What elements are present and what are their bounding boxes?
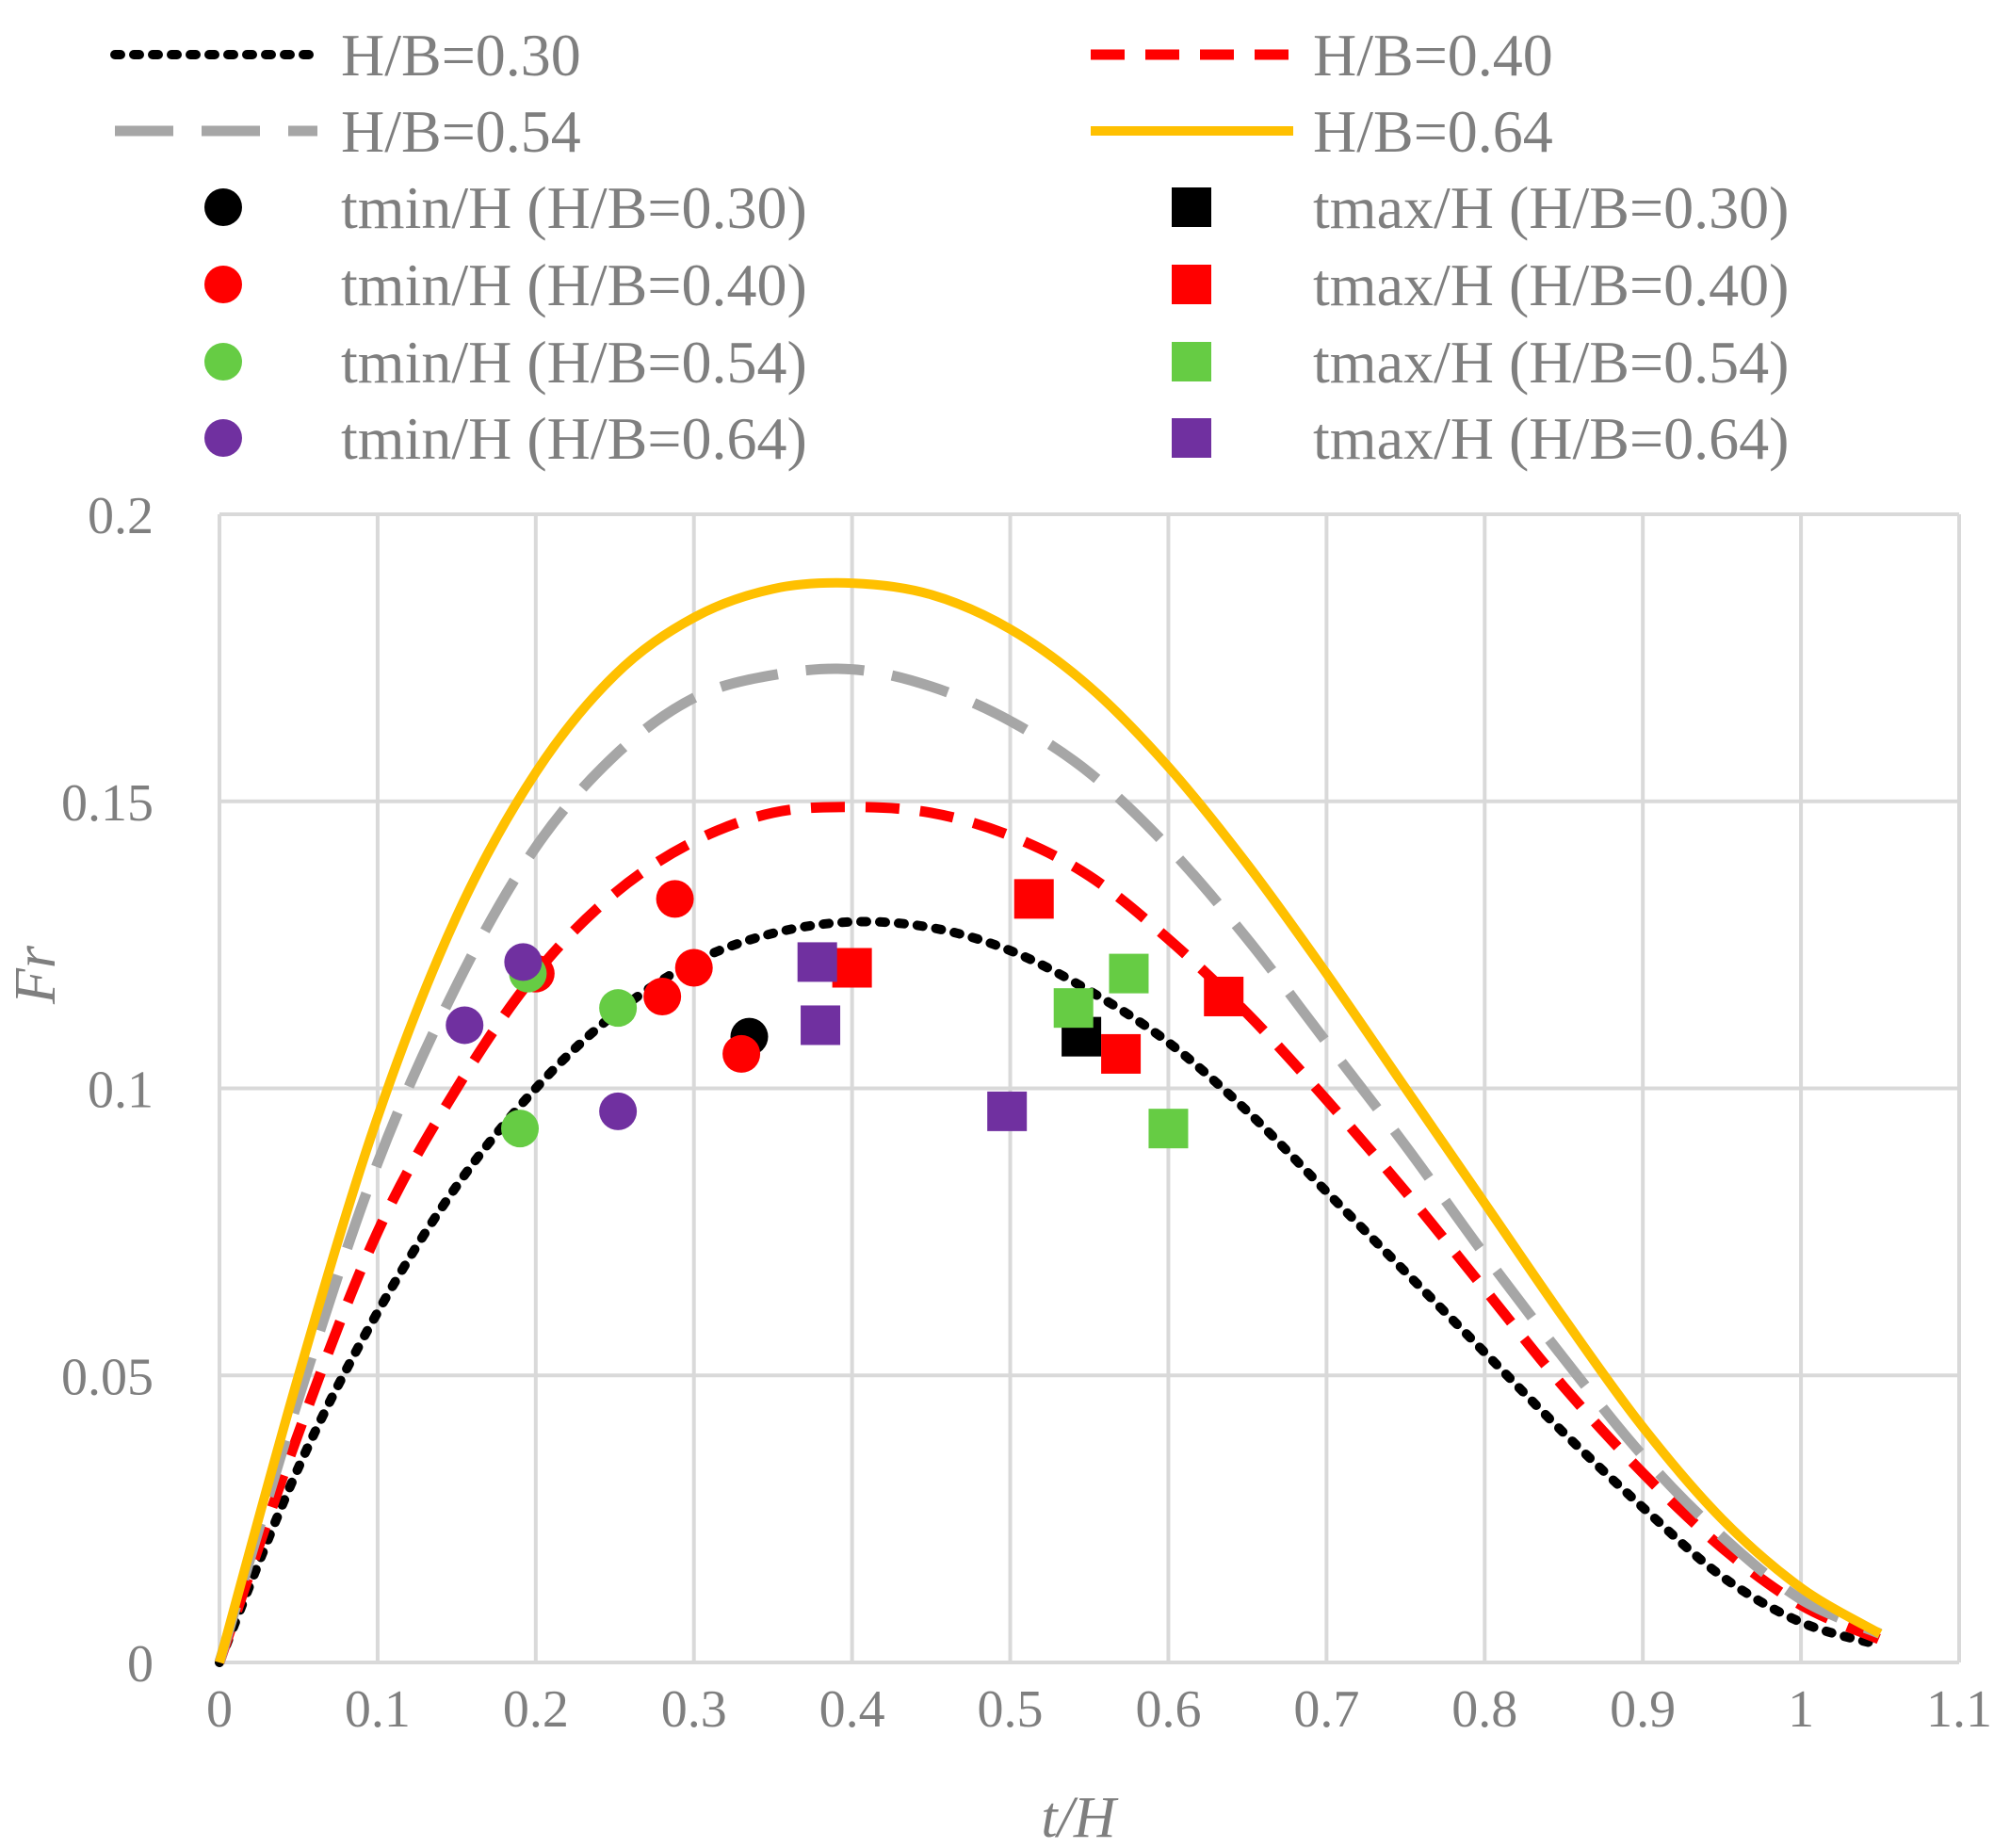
legend-label: H/B=0.54: [341, 98, 581, 165]
legend-label: tmax/H (H/B=0.64): [1313, 405, 1789, 472]
y-tick-labels: 0 0.05 0.1 0.15 0.2: [61, 487, 154, 1694]
y-axis-title: Fr: [4, 945, 68, 1005]
marker-tmin-point: [504, 943, 543, 981]
legend-circle-swatch: [204, 343, 242, 381]
x-axis-title: t/H: [1041, 1786, 1118, 1848]
marker-tmax-point: [832, 948, 872, 988]
legend-circle-swatch: [204, 188, 242, 226]
legend-square-swatch: [1172, 187, 1211, 227]
marker-tmin-point: [599, 1092, 638, 1130]
marker-tmax-point: [1013, 879, 1054, 919]
marker-tmax-point: [1148, 1109, 1189, 1149]
x-tick-label: 0.8: [1451, 1680, 1517, 1739]
legend-circle-swatch: [204, 419, 242, 457]
y-tick-label: 0.2: [88, 487, 154, 545]
x-tick-label: 0: [206, 1680, 233, 1739]
legend-label: H/B=0.40: [1313, 22, 1553, 89]
legend-label: tmin/H (H/B=0.30): [341, 174, 807, 241]
legend-square-swatch: [1172, 342, 1211, 381]
legend-label: tmax/H (H/B=0.54): [1313, 329, 1789, 396]
x-tick-label: 0.6: [1135, 1680, 1201, 1739]
grid: [218, 512, 1961, 1664]
x-tick-label: 0.7: [1293, 1680, 1359, 1739]
x-tick-label: 0.4: [819, 1680, 885, 1739]
x-tick-label: 1.1: [1926, 1680, 1992, 1739]
series-line-2: [214, 663, 1883, 1664]
x-tick-label: 0.2: [503, 1680, 569, 1739]
x-tick-label: 0.3: [661, 1680, 727, 1739]
x-tick-label: 0.9: [1610, 1680, 1676, 1739]
x-tick-label: 1: [1788, 1680, 1814, 1739]
legend-label: H/B=0.30: [341, 22, 581, 89]
y-tick-label: 0.1: [88, 1062, 154, 1120]
marker-tmax-point: [801, 1005, 841, 1046]
marker-tmax-point: [797, 942, 837, 982]
marker-tmin-point: [674, 948, 713, 987]
x-tick-label: 0.1: [345, 1680, 411, 1739]
marker-tmax-point: [1204, 976, 1244, 1016]
marker-tmax-point: [1101, 1033, 1142, 1074]
series-line-1: [214, 802, 1883, 1664]
marker-tmin-point: [446, 1006, 484, 1045]
x-tick-labels: 0 0.1 0.2 0.3 0.4 0.5 0.6 0.7 0.8 0.9 1 1.1: [206, 1680, 1992, 1739]
legend-square-swatch: [1172, 265, 1211, 304]
marker-tmax-point: [1053, 988, 1094, 1029]
legend-square-swatch: [1172, 418, 1211, 458]
legend: H/B=0.30 H/B=0.40 H/B=0.54 H/B=0.64 tmin/H (…: [110, 22, 1789, 472]
markers: [446, 879, 1244, 1149]
series-line-3: [215, 577, 1883, 1664]
marker-tmax-point: [1109, 953, 1149, 994]
marker-tmin-point: [722, 1034, 761, 1073]
legend-label: tmin/H (H/B=0.54): [341, 329, 807, 396]
legend-label: tmax/H (H/B=0.30): [1313, 174, 1789, 241]
x-tick-label: 0.5: [978, 1680, 1044, 1739]
marker-tmax-point: [987, 1091, 1028, 1131]
legend-label: tmin/H (H/B=0.64): [341, 405, 807, 472]
marker-tmin-point: [643, 977, 682, 1015]
legend-label: H/B=0.64: [1313, 98, 1553, 165]
y-tick-label: 0.15: [61, 774, 154, 833]
legend-label: tmin/H (H/B=0.40): [341, 251, 807, 318]
legend-label: tmax/H (H/B=0.40): [1313, 251, 1789, 318]
marker-tmin-point: [656, 880, 694, 918]
y-tick-label: 0: [127, 1635, 154, 1694]
legend-circle-swatch: [204, 266, 242, 303]
marker-tmin-point: [501, 1110, 540, 1148]
curves: [214, 577, 1885, 1667]
marker-tmin-point: [599, 989, 638, 1028]
y-tick-label: 0.05: [61, 1348, 154, 1406]
series-line-0: [215, 916, 1885, 1667]
